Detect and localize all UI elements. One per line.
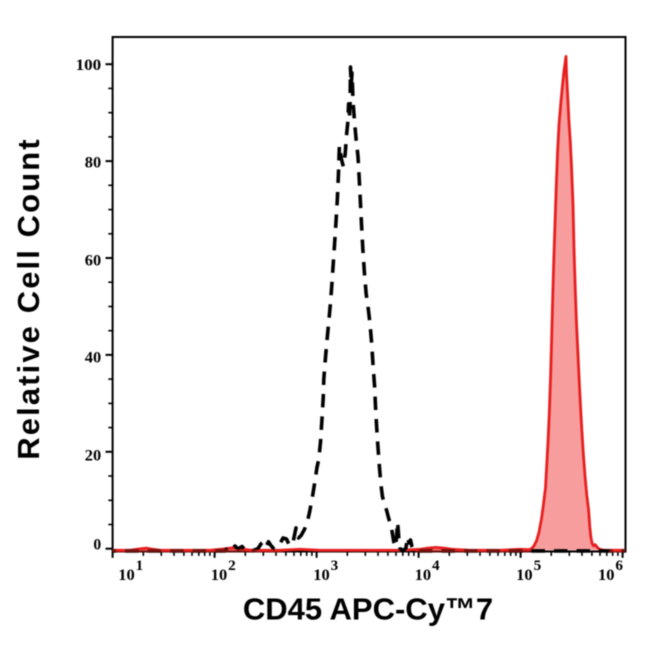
svg-text:CD45 APC-Cy™7: CD45 APC-Cy™7 <box>243 592 493 627</box>
svg-text:0: 0 <box>93 536 101 553</box>
svg-text:Relative Cell Count: Relative Cell Count <box>11 137 46 459</box>
svg-text:5: 5 <box>534 558 542 574</box>
svg-text:100: 100 <box>76 57 102 74</box>
svg-text:2: 2 <box>228 558 236 574</box>
svg-text:10: 10 <box>313 567 330 584</box>
svg-text:80: 80 <box>85 154 102 171</box>
svg-text:1: 1 <box>136 558 144 574</box>
svg-text:60: 60 <box>85 252 102 269</box>
svg-text:10: 10 <box>211 567 228 584</box>
svg-text:10: 10 <box>118 567 135 584</box>
svg-text:40: 40 <box>85 349 102 366</box>
svg-text:4: 4 <box>432 558 440 574</box>
svg-text:3: 3 <box>331 558 339 574</box>
svg-text:20: 20 <box>85 447 102 464</box>
svg-text:10: 10 <box>516 567 533 584</box>
svg-text:6: 6 <box>615 558 623 574</box>
svg-text:10: 10 <box>415 567 432 584</box>
svg-text:10: 10 <box>598 567 615 584</box>
